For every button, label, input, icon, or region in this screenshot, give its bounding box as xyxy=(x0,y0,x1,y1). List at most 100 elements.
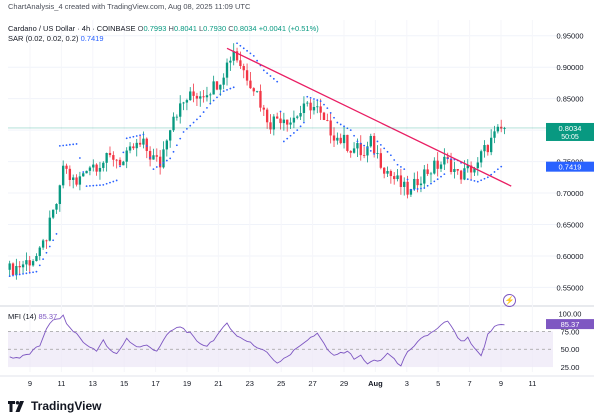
candle-body xyxy=(416,178,419,186)
sar-dot xyxy=(289,134,292,137)
sar-dot xyxy=(75,143,78,145)
sar-dot xyxy=(129,136,131,139)
symbol-legend[interactable]: Cardano / US Dollar · 4h · COINBASE O0.7… xyxy=(8,24,319,33)
candle-body xyxy=(148,150,152,160)
candle-body xyxy=(155,155,158,157)
candle-body xyxy=(195,95,199,99)
candle-body xyxy=(302,103,306,114)
sar-dot xyxy=(496,168,499,171)
candle-body xyxy=(496,126,500,132)
sar-legend[interactable]: SAR (0.02, 0.02, 0.2) 0.7419 xyxy=(8,34,104,43)
sar-dot xyxy=(276,80,279,83)
sar-dot xyxy=(463,170,466,172)
candle-body xyxy=(423,169,426,184)
candle-body xyxy=(68,168,72,180)
sar-dot xyxy=(486,176,489,179)
sar-dot xyxy=(396,163,399,166)
sar-dot xyxy=(369,149,372,152)
candle-body xyxy=(15,265,18,276)
mfi-axis[interactable]: 100.00 75.00 50.00 25.00 xyxy=(559,310,582,372)
sar-dot xyxy=(299,125,302,128)
candle-body xyxy=(112,155,115,160)
sar-dot xyxy=(393,159,396,161)
candle-body xyxy=(439,164,443,169)
candle-body xyxy=(202,96,205,98)
mfi-legend[interactable]: MFI (14) 85.37 xyxy=(8,312,57,321)
candle-body xyxy=(115,159,118,161)
candle-body xyxy=(162,149,165,168)
price-tick-label: 0.85000 xyxy=(556,95,583,104)
candle-body xyxy=(396,175,399,180)
sar-dot xyxy=(349,129,352,132)
candle-body xyxy=(312,107,316,111)
candle-body xyxy=(386,171,389,174)
candle-body xyxy=(399,175,403,187)
sar-dot xyxy=(145,145,148,147)
candle-body xyxy=(95,164,98,172)
candle-body xyxy=(362,155,366,156)
candle-body xyxy=(473,168,476,173)
sar-dot xyxy=(105,182,108,185)
sar-dot xyxy=(78,157,81,159)
time-tick-label: 23 xyxy=(246,379,254,388)
sar-dot xyxy=(303,121,305,124)
sar-dot xyxy=(175,144,178,147)
sar-dot xyxy=(282,140,285,143)
sar-dot xyxy=(232,86,235,89)
candle-body xyxy=(82,173,85,177)
candle-body xyxy=(62,165,65,186)
candle-body xyxy=(135,142,138,149)
candle-body xyxy=(55,203,58,210)
close-price-tag xyxy=(546,122,594,141)
candle-body xyxy=(376,153,379,154)
sar-dot xyxy=(219,93,222,96)
candle-body xyxy=(352,148,356,153)
sar-dot xyxy=(490,173,493,176)
candle-body xyxy=(279,118,282,124)
price-tick-label: 0.55000 xyxy=(556,283,583,292)
open-label: O xyxy=(137,24,144,33)
price-tick-label: 0.95000 xyxy=(556,32,583,41)
candle-body xyxy=(92,164,95,168)
time-tick-label: 11 xyxy=(58,379,66,388)
candle-body xyxy=(349,150,352,153)
sar-dot xyxy=(346,127,349,130)
candle-body xyxy=(449,158,453,172)
sar-dot xyxy=(42,258,45,261)
candle-body xyxy=(306,102,309,104)
lightning-icon[interactable]: ⚡ xyxy=(503,294,516,307)
sar-dot xyxy=(162,161,165,164)
sar-dot xyxy=(109,181,111,184)
sar-dot xyxy=(272,77,275,80)
candle-body xyxy=(122,161,125,166)
sar-dot xyxy=(430,182,432,185)
candle-body xyxy=(175,116,179,118)
candle-body xyxy=(125,150,128,162)
close-price-tag-text: 0.8034 xyxy=(559,124,582,133)
candle-body xyxy=(356,143,359,149)
gridlines xyxy=(0,20,594,377)
sar-dot xyxy=(256,59,259,62)
candle-body xyxy=(229,60,232,63)
candle-body xyxy=(476,162,479,169)
candle-body xyxy=(276,116,279,119)
sar-dot xyxy=(336,121,339,124)
candle-body xyxy=(72,177,75,180)
sar-dot xyxy=(410,188,412,191)
time-axis[interactable]: 9 11 13 15 17 19 21 23 25 27 29 Aug 3 5 7 9 11 xyxy=(28,379,536,388)
sar-dot xyxy=(45,251,48,254)
time-tick-label: 9 xyxy=(499,379,503,388)
sar-dot xyxy=(379,143,382,146)
candle-body xyxy=(172,116,175,131)
candle-body xyxy=(18,265,21,268)
candle-body xyxy=(459,170,463,180)
close-label: C xyxy=(228,24,234,33)
time-tick-label: 11 xyxy=(529,379,537,388)
candle-body xyxy=(272,116,275,130)
sar-dot xyxy=(319,100,322,103)
countdown-text: 50:05 xyxy=(561,134,579,141)
sar-dot xyxy=(149,156,152,159)
time-tick-label: 5 xyxy=(436,379,440,388)
